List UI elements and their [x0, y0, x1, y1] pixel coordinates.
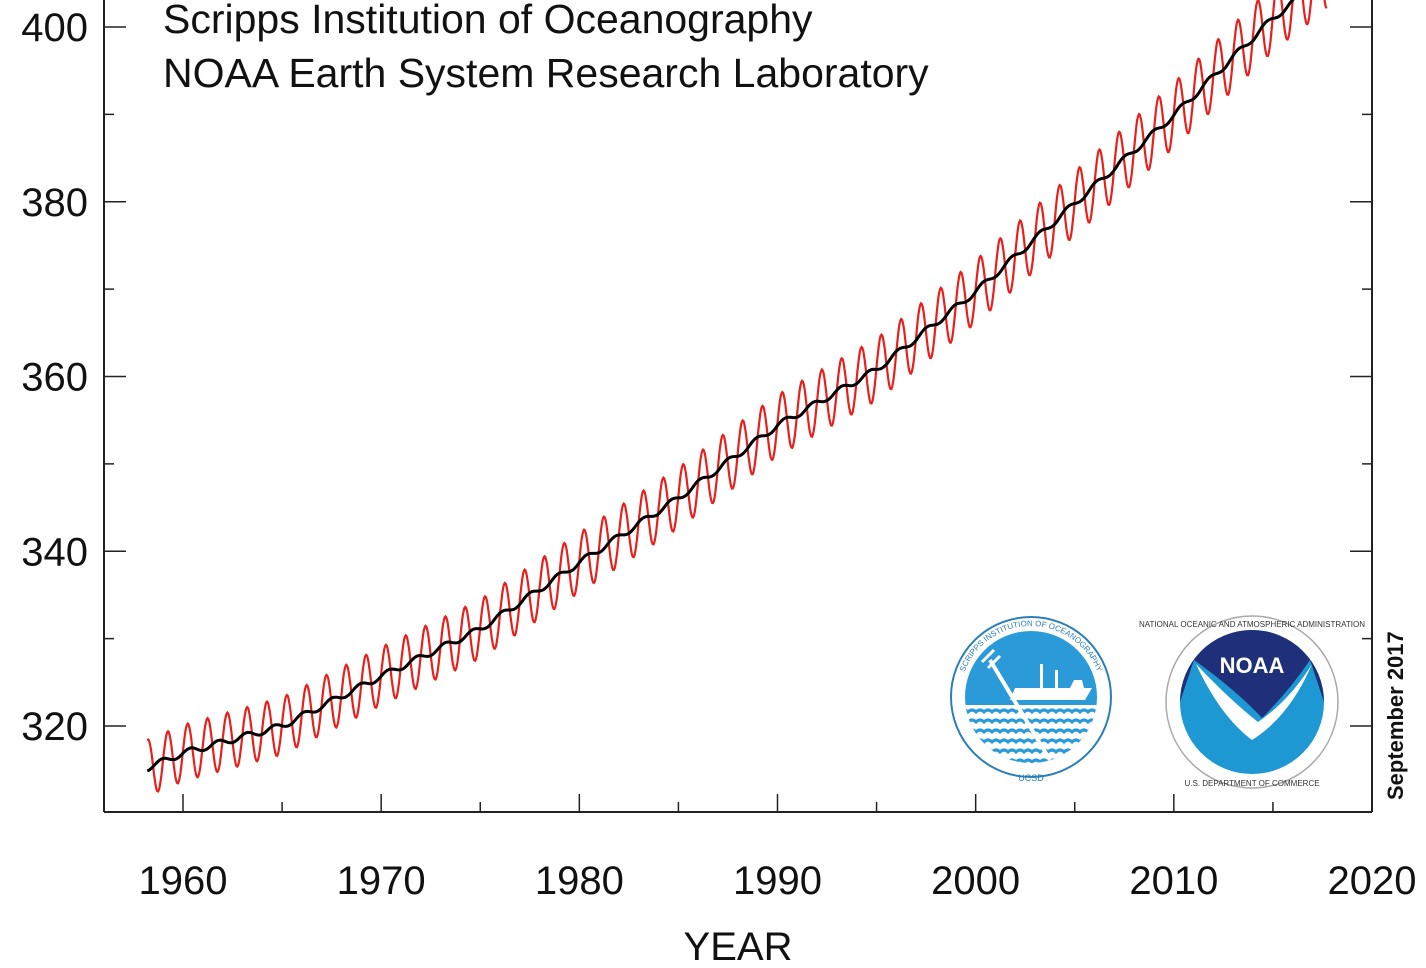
- title-line-1: Scripps Institution of Oceanography: [163, 0, 813, 42]
- y-tick-label: 380: [21, 181, 88, 225]
- scripps-logo: SCRIPPS INSTITUTION OF OCEANOGRAPHY UCSD: [950, 616, 1112, 783]
- y-tick-label: 400: [21, 6, 88, 50]
- x-tick-label: 1960: [139, 859, 228, 903]
- noaa-bottom-text: U.S. DEPARTMENT OF COMMERCE: [1184, 779, 1319, 788]
- y-tick-label: 340: [21, 530, 88, 574]
- title-line-2: NOAA Earth System Research Laboratory: [163, 50, 929, 96]
- x-tick-label: 1970: [337, 859, 426, 903]
- noaa-ring-text: NATIONAL OCEANIC AND ATMOSPHERIC ADMINIS…: [1139, 620, 1365, 629]
- ship-icon: [1010, 680, 1092, 700]
- x-tick-label: 2020: [1328, 859, 1417, 903]
- date-stamp: September 2017: [1383, 631, 1408, 800]
- series-group: [146, 0, 1328, 793]
- plot-frame: [103, 0, 1373, 813]
- x-tick-label: 2010: [1129, 859, 1218, 903]
- trend-line: [146, 0, 1295, 773]
- noaa-wordmark: NOAA: [1220, 653, 1285, 678]
- y-tick-label: 360: [21, 356, 88, 400]
- wave-line: [965, 718, 1097, 725]
- y-axis: 320 340 360 380 400: [21, 6, 1372, 749]
- trident-icon: [988, 658, 1052, 762]
- x-tick-label: 1980: [535, 859, 624, 903]
- x-axis: 1960 1970 1980 1990 2000 2010 2020: [139, 794, 1417, 903]
- x-tick-label: 1990: [733, 859, 822, 903]
- noaa-logo: NOAA U.S. DEPARTMENT OF COMMERCE NATIONA…: [1139, 615, 1365, 789]
- wave-line: [965, 708, 1097, 715]
- x-axis-title: YEAR: [684, 925, 793, 968]
- monthly-line: [146, 0, 1328, 793]
- x-tick-label: 2000: [931, 859, 1020, 903]
- y-tick-label: 320: [21, 705, 88, 749]
- scripps-bottom-text: UCSD: [1018, 773, 1044, 783]
